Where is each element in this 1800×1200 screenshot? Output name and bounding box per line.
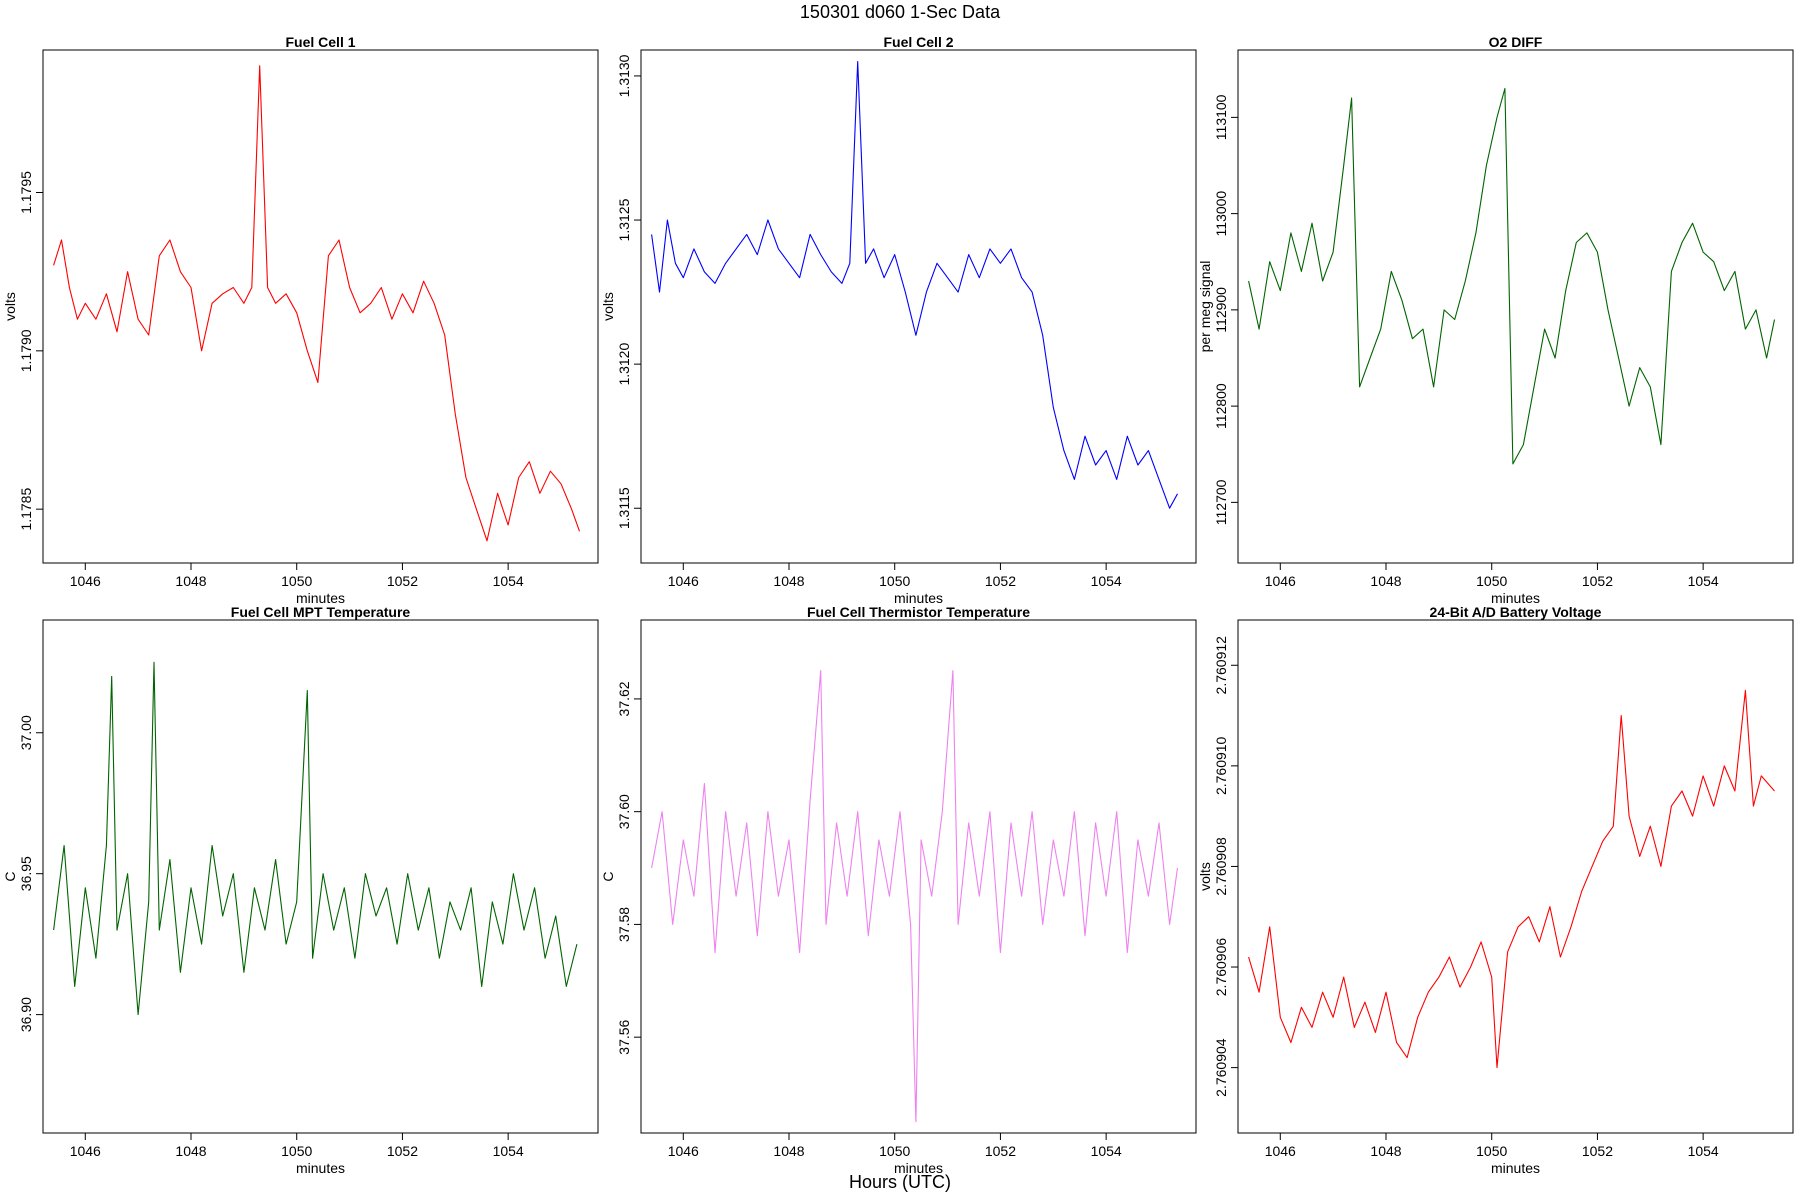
y-tick-label: 113000 <box>1213 191 1229 237</box>
y-axis-label: volts <box>1197 862 1213 891</box>
series-line-1 <box>1248 689 1775 1069</box>
x-tick-label: 1048 <box>175 1143 206 1159</box>
panel-title: Fuel Cell 1 <box>285 34 355 50</box>
x-tick-label: 1052 <box>1582 573 1613 589</box>
x-tick-label: 1050 <box>1476 573 1507 589</box>
x-tick-label: 1046 <box>70 573 101 589</box>
panel-title: O2 DIFF <box>1489 34 1543 50</box>
plot-frame <box>1237 49 1794 564</box>
series-line-1 <box>651 670 1179 1123</box>
plot-frame <box>42 49 599 564</box>
y-tick-label: 37.58 <box>616 907 632 942</box>
y-axis-label: C <box>2 871 18 881</box>
x-tick-label: 1046 <box>1265 1143 1296 1159</box>
plot-frame <box>42 619 599 1134</box>
x-tick-label: 1046 <box>1265 573 1296 589</box>
y-tick-label: 36.95 <box>18 856 34 891</box>
y-tick-label: 37.56 <box>616 1019 632 1054</box>
plot-frame <box>640 619 1197 1134</box>
x-tick-label: 1046 <box>70 1143 101 1159</box>
series-line-1 <box>53 661 578 1016</box>
y-axis-label: C <box>600 871 616 881</box>
panel-title: Fuel Cell 2 <box>883 34 953 50</box>
y-tick-label: 1.3130 <box>616 54 632 97</box>
x-tick-label: 1048 <box>1370 573 1401 589</box>
y-tick-label: 36.90 <box>18 997 34 1032</box>
x-tick-label: 1048 <box>773 573 804 589</box>
y-tick-label: 2.760912 <box>1213 636 1229 695</box>
y-tick-label: 2.760906 <box>1213 938 1229 997</box>
x-tick-label: 1054 <box>1091 573 1122 589</box>
y-tick-label: 112900 <box>1213 287 1229 333</box>
x-axis-label: minutes <box>296 1160 345 1176</box>
y-axis-label: volts <box>2 292 18 321</box>
x-tick-label: 1052 <box>1582 1143 1613 1159</box>
x-tick-label: 1050 <box>879 573 910 589</box>
y-tick-label: 113100 <box>1213 94 1229 140</box>
y-tick-label: 112700 <box>1213 479 1229 525</box>
x-tick-label: 1050 <box>1476 1143 1507 1159</box>
y-tick-label: 2.760910 <box>1213 736 1229 795</box>
x-tick-label: 1054 <box>1688 1143 1719 1159</box>
x-axis-label: minutes <box>296 590 345 606</box>
figure-bottom-label: Hours (UTC) <box>849 1172 951 1192</box>
plot-frame <box>640 49 1197 564</box>
y-tick-label: 1.3120 <box>616 343 632 386</box>
panel-title: Fuel Cell Thermistor Temperature <box>807 604 1030 620</box>
x-axis-label: minutes <box>894 1160 943 1176</box>
x-tick-label: 1052 <box>387 1143 418 1159</box>
panel-5: Fuel Cell Thermistor Temperature 1046 1048… <box>600 604 1197 1176</box>
x-tick-label: 1050 <box>879 1143 910 1159</box>
x-tick-label: 1054 <box>1688 573 1719 589</box>
panel-title: 24-Bit A/D Battery Voltage <box>1430 604 1602 620</box>
y-tick-label: 1.1785 <box>18 488 34 531</box>
series-line-1 <box>53 65 581 542</box>
y-tick-label: 2.760904 <box>1213 1038 1229 1097</box>
figure-title: 150301 d060 1-Sec Data <box>800 2 1001 22</box>
panel-3: O2 DIFF 1046 1048 1050 1052 1054 minutes 112700… <box>1197 34 1794 606</box>
y-tick-label: 37.60 <box>616 794 632 829</box>
x-axis-label: minutes <box>1491 1160 1540 1176</box>
series-line-1 <box>651 60 1178 509</box>
y-tick-label: 2.760908 <box>1213 837 1229 896</box>
y-tick-label: 1.1790 <box>18 329 34 372</box>
x-tick-label: 1046 <box>668 573 699 589</box>
x-tick-label: 1054 <box>493 573 524 589</box>
y-axis-label: per meg signal <box>1197 261 1213 353</box>
plot-frame <box>1237 619 1794 1134</box>
x-tick-label: 1046 <box>668 1143 699 1159</box>
y-tick-label: 37.00 <box>18 715 34 750</box>
x-tick-label: 1052 <box>985 1143 1016 1159</box>
series-line-1 <box>1248 87 1776 465</box>
panel-2: Fuel Cell 2 1046 1048 1050 1052 1054 minutes 1.… <box>600 34 1197 606</box>
x-axis-label: minutes <box>1491 590 1540 606</box>
x-tick-label: 1054 <box>493 1143 524 1159</box>
y-tick-label: 1.3125 <box>616 198 632 241</box>
panel-4: Fuel Cell MPT Temperature 1046 1048 1050 105… <box>2 604 599 1176</box>
x-tick-label: 1048 <box>1370 1143 1401 1159</box>
panel-1: Fuel Cell 1 1046 1048 1050 1052 1054 minutes 1.… <box>2 34 599 606</box>
panel-6: 24-Bit A/D Battery Voltage 1046 1048 1050 10… <box>1197 604 1794 1176</box>
y-tick-label: 112800 <box>1213 383 1229 429</box>
y-tick-label: 1.1795 <box>18 171 34 214</box>
panels-group: Fuel Cell 1 1046 1048 1050 1052 1054 minutes 1.… <box>2 34 1794 1176</box>
x-tick-label: 1054 <box>1091 1143 1122 1159</box>
x-tick-label: 1048 <box>175 573 206 589</box>
x-tick-label: 1050 <box>281 1143 312 1159</box>
x-tick-label: 1052 <box>985 573 1016 589</box>
x-tick-label: 1052 <box>387 573 418 589</box>
y-tick-label: 1.3115 <box>616 487 632 529</box>
x-tick-label: 1048 <box>773 1143 804 1159</box>
panel-title: Fuel Cell MPT Temperature <box>231 604 411 620</box>
y-axis-label: volts <box>600 292 616 321</box>
x-tick-label: 1050 <box>281 573 312 589</box>
x-axis-label: minutes <box>894 590 943 606</box>
y-tick-label: 37.62 <box>616 681 632 716</box>
